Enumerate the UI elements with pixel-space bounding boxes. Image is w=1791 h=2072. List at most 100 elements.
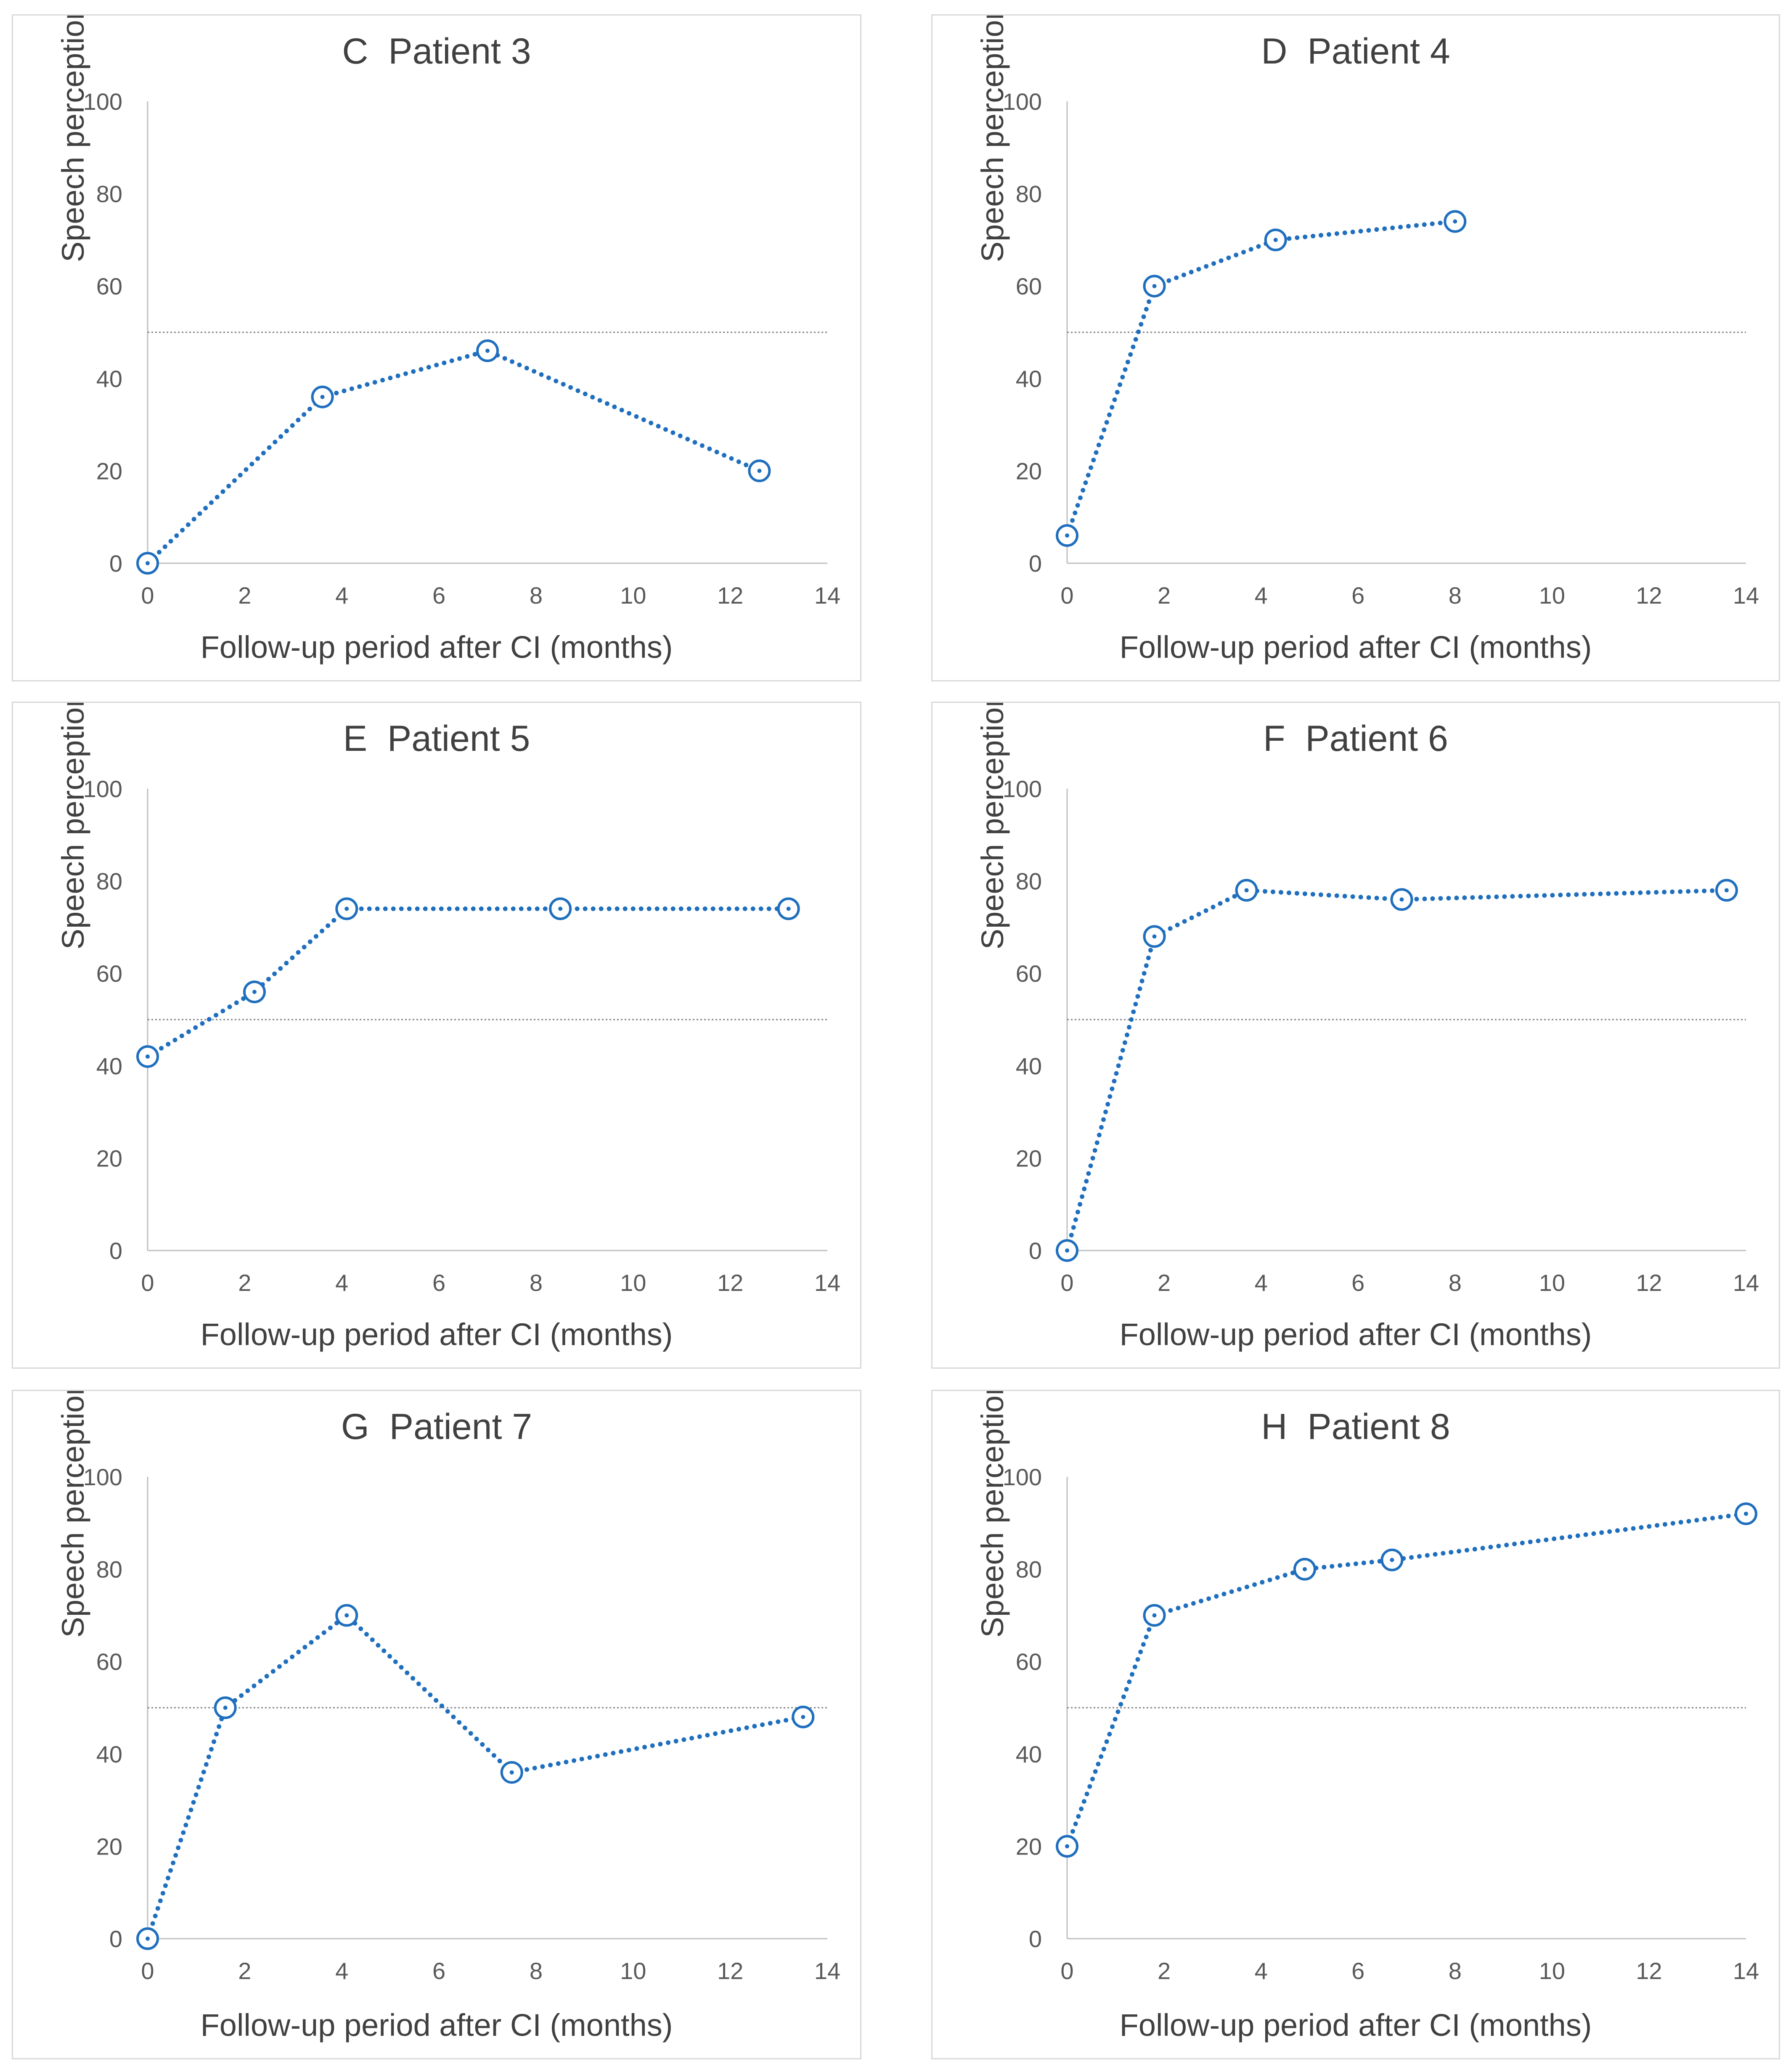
y-tick-label: 60 [1016, 1648, 1042, 1675]
chart-panel-e: E Patient 5 0 20 40 60 80 100 0 2 4 6 8 10 12 14 Spee… [12, 702, 861, 1369]
x-tick-label: 4 [1255, 582, 1268, 609]
data-point-center [1273, 238, 1278, 242]
data-point-center [146, 1937, 150, 1941]
y-tick-label: 80 [1016, 1556, 1042, 1583]
y-axis-label: Speech perception (%) [975, 14, 1010, 262]
x-axis-label: Follow-up period after CI (months) [200, 1317, 673, 1352]
series-line [1065, 1511, 1749, 1849]
x-axis-label: Follow-up period after CI (months) [200, 2008, 673, 2043]
x-tick-label: 0 [141, 582, 154, 609]
chart-title: E Patient 5 [343, 718, 530, 759]
x-tick-label: 12 [1636, 582, 1662, 609]
y-tick-label: 60 [1016, 960, 1042, 987]
y-axis-label: Speech perception (%) [975, 1390, 1010, 1638]
data-point-center [1744, 1511, 1748, 1516]
x-tick-label: 10 [620, 1269, 646, 1296]
data-point-center [1152, 284, 1157, 289]
data-point-center [1065, 533, 1069, 538]
y-tick-label: 60 [96, 273, 122, 299]
y-tick-label: 100 [1003, 1464, 1042, 1490]
x-tick-label: 6 [1351, 1269, 1364, 1296]
chart-title: G Patient 7 [341, 1407, 533, 1447]
y-tick-label: 60 [96, 1648, 122, 1675]
x-tick-label: 8 [530, 582, 543, 609]
x-tick-label: 6 [432, 1958, 445, 1984]
data-point-center [558, 906, 563, 911]
data-point-center [1302, 1567, 1307, 1571]
x-tick-label: 10 [1539, 1958, 1565, 1984]
y-tick-label: 20 [1016, 1833, 1042, 1860]
x-tick-label: 6 [432, 1269, 445, 1296]
x-tick-label: 2 [238, 582, 251, 609]
x-tick-label: 14 [1733, 1958, 1759, 1984]
y-tick-label: 40 [96, 1053, 122, 1079]
x-tick-label: 6 [432, 582, 445, 609]
x-tick-label: 4 [1255, 1958, 1268, 1984]
data-point-center [344, 1613, 349, 1618]
y-tick-label: 80 [96, 181, 122, 207]
x-tick-label: 12 [717, 1958, 743, 1984]
y-axis-label: Speech perception (%) [975, 702, 1010, 950]
data-point-center [320, 395, 325, 399]
x-tick-label: 10 [1539, 1269, 1565, 1296]
x-tick-label: 0 [141, 1269, 154, 1296]
x-tick-label: 6 [1351, 1958, 1364, 1984]
x-tick-label: 8 [1449, 582, 1462, 609]
x-tick-label: 8 [1449, 1269, 1462, 1296]
x-tick-label: 4 [335, 1269, 348, 1296]
x-tick-label: 14 [814, 1958, 840, 1984]
chart-title: D Patient 4 [1261, 31, 1450, 72]
x-tick-label: 14 [814, 582, 840, 609]
y-tick-label: 100 [83, 776, 122, 802]
x-tick-label: 2 [238, 1269, 251, 1296]
data-point-center [344, 906, 349, 911]
data-point-center [801, 1714, 805, 1719]
y-tick-label: 20 [1016, 1145, 1042, 1171]
data-point-center [1065, 1844, 1069, 1849]
x-axis-label: Follow-up period after CI (months) [1119, 630, 1592, 665]
y-tick-label: 100 [83, 88, 122, 115]
y-tick-label: 80 [96, 868, 122, 895]
x-tick-label: 8 [1449, 1958, 1462, 1984]
y-tick-label: 80 [96, 1556, 122, 1583]
data-point-center [786, 906, 791, 911]
chart-panel-h: H Patient 8 0 20 40 60 80 100 0 2 4 6 8 10 12 14 Spee… [931, 1390, 1780, 2059]
x-tick-label: 10 [620, 582, 646, 609]
y-tick-label: 0 [109, 1926, 122, 1952]
plot-area: 0 20 40 60 80 100 0 2 4 6 8 10 12 14 [1003, 88, 1759, 609]
series-line [145, 1613, 805, 1941]
data-point-center [485, 348, 490, 353]
y-tick-label: 0 [1029, 1237, 1042, 1264]
y-tick-label: 20 [96, 458, 122, 484]
y-tick-label: 20 [96, 1145, 122, 1171]
plot-area: 0 20 40 60 80 100 0 2 4 6 8 10 12 14 [1003, 1464, 1759, 1984]
x-tick-label: 14 [814, 1269, 840, 1296]
y-tick-label: 100 [1003, 88, 1042, 115]
series-line [145, 906, 791, 1059]
x-tick-label: 2 [1158, 1269, 1171, 1296]
y-tick-label: 80 [1016, 181, 1042, 207]
chart-panel-d: D Patient 4 0 20 40 60 80 100 0 2 4 6 8 10 12 14 Spee… [931, 14, 1780, 681]
plot-area: 0 20 40 60 80 100 0 2 4 6 8 10 12 14 [83, 776, 841, 1296]
y-tick-label: 20 [96, 1833, 122, 1860]
data-point-center [146, 561, 150, 565]
plot-area: 0 20 40 60 80 100 0 2 4 6 8 10 12 14 [83, 88, 841, 609]
y-tick-label: 40 [1016, 1741, 1042, 1767]
x-tick-label: 14 [1733, 582, 1759, 609]
y-tick-label: 40 [96, 366, 122, 392]
x-tick-label: 6 [1351, 582, 1364, 609]
y-tick-label: 40 [1016, 366, 1042, 392]
data-point-center [509, 1770, 514, 1775]
chart-title: F Patient 6 [1263, 718, 1448, 759]
y-tick-label: 40 [1016, 1053, 1042, 1079]
x-tick-label: 12 [717, 1269, 743, 1296]
data-point-center [1065, 1248, 1069, 1253]
y-tick-label: 0 [1029, 550, 1042, 577]
x-axis-label: Follow-up period after CI (months) [200, 630, 673, 665]
data-point-center [1152, 1613, 1157, 1618]
x-tick-label: 12 [1636, 1269, 1662, 1296]
series-line [145, 348, 762, 566]
x-tick-label: 10 [1539, 582, 1565, 609]
y-tick-label: 40 [96, 1741, 122, 1767]
x-tick-label: 8 [530, 1958, 543, 1984]
